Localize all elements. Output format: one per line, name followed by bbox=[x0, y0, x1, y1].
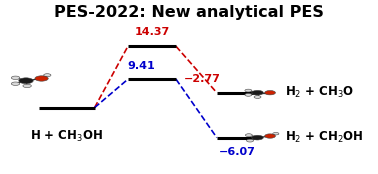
Circle shape bbox=[11, 82, 20, 85]
Text: H$_2$ + CH$_2$OH: H$_2$ + CH$_2$OH bbox=[285, 130, 364, 145]
Circle shape bbox=[19, 78, 33, 84]
Text: H + CH$_3$OH: H + CH$_3$OH bbox=[30, 129, 103, 144]
Text: PES-2022: New analytical PES: PES-2022: New analytical PES bbox=[54, 5, 324, 20]
Circle shape bbox=[252, 90, 263, 95]
Circle shape bbox=[245, 89, 252, 92]
Circle shape bbox=[245, 134, 253, 137]
Text: −2.77: −2.77 bbox=[184, 74, 220, 84]
Circle shape bbox=[265, 134, 276, 138]
Circle shape bbox=[265, 90, 276, 95]
Circle shape bbox=[35, 76, 48, 81]
Text: H$_2$ + CH$_3$O: H$_2$ + CH$_3$O bbox=[285, 85, 355, 100]
Circle shape bbox=[11, 76, 20, 80]
Circle shape bbox=[245, 93, 252, 96]
Circle shape bbox=[23, 84, 31, 88]
Text: −6.07: −6.07 bbox=[219, 147, 256, 157]
Circle shape bbox=[273, 132, 279, 135]
Text: 14.37: 14.37 bbox=[134, 27, 170, 37]
Circle shape bbox=[43, 74, 51, 77]
Circle shape bbox=[254, 96, 261, 98]
Text: 9.41: 9.41 bbox=[127, 61, 155, 71]
Circle shape bbox=[246, 139, 254, 142]
Circle shape bbox=[252, 135, 263, 140]
